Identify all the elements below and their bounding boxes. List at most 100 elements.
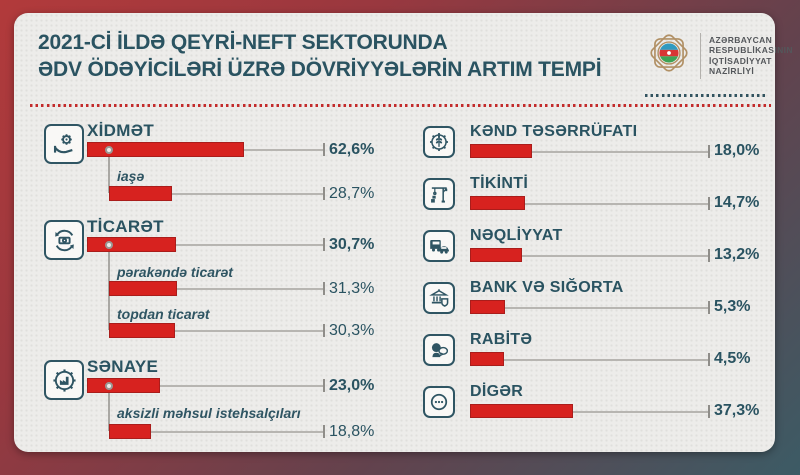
category-bar bbox=[87, 142, 244, 157]
category-value: 30,7% bbox=[329, 236, 375, 253]
transport-vehicles-icon bbox=[430, 240, 449, 254]
category-label: DİGƏR bbox=[470, 383, 524, 400]
infographic-card: 2021-Cİ İLDƏ QEYRİ-NEFT SEKTORUNDA ƏDV Ö… bbox=[14, 13, 793, 452]
category-label: NƏQLİYYAT bbox=[470, 227, 563, 244]
bar-track bbox=[470, 410, 708, 413]
value-tick bbox=[323, 425, 325, 438]
category-icon-box bbox=[423, 334, 455, 366]
bar-track bbox=[470, 150, 708, 153]
agriculture-gear-icon bbox=[429, 132, 449, 152]
category-value: 13,2% bbox=[714, 246, 760, 263]
logo-divider bbox=[700, 32, 701, 79]
connector-dot bbox=[105, 381, 113, 390]
service-hand-gear-icon bbox=[53, 133, 73, 153]
bar-track bbox=[470, 306, 708, 309]
value-tick bbox=[323, 238, 325, 251]
subcategory-label: aksizli məhsul istehsalçıları bbox=[117, 405, 301, 421]
bar-track bbox=[109, 329, 323, 332]
subcategory-value: 28,7% bbox=[329, 185, 375, 202]
header-dotted-separator bbox=[30, 104, 771, 107]
connector-line bbox=[108, 149, 110, 193]
value-tick bbox=[323, 187, 325, 200]
value-tick bbox=[708, 144, 710, 158]
value-tick bbox=[323, 324, 325, 337]
category-label: BANK VƏ SIĞORTA bbox=[470, 279, 624, 296]
bar-track bbox=[109, 430, 323, 433]
chart-column-left: XİDMƏT 62,6% iaşə 28,7% TİCARƏT 30,7% pərakən… bbox=[44, 121, 404, 444]
bar-track bbox=[470, 254, 708, 257]
ministry-name-line: AZƏRBAYCAN bbox=[709, 34, 773, 45]
value-tick bbox=[708, 196, 710, 210]
category-label: XİDMƏT bbox=[87, 121, 155, 140]
subcategory-bar bbox=[109, 424, 151, 439]
value-tick bbox=[708, 352, 710, 366]
subcategory-bar bbox=[109, 186, 172, 201]
chart-column-right: KƏND TƏSƏRRÜFATI 18,0% TİKİNTİ 14,7% NƏQLİ… bbox=[423, 123, 783, 444]
category-bar bbox=[470, 144, 532, 158]
category-value: 14,7% bbox=[714, 194, 760, 211]
ministry-name-line: NAZİRLİYİ bbox=[709, 66, 755, 76]
ministry-name: AZƏRBAYCAN RESPUBLİKASININ İQTİSADİYYAT … bbox=[709, 35, 793, 77]
ministry-logo: AZƏRBAYCAN RESPUBLİKASININ İQTİSADİYYAT … bbox=[644, 28, 793, 83]
bar-track bbox=[470, 358, 708, 361]
category-icon-box bbox=[423, 386, 455, 418]
page-title: 2021-Cİ İLDƏ QEYRİ-NEFT SEKTORUNDA ƏDV Ö… bbox=[38, 29, 602, 83]
subcategory-label: pərakəndə ticarət bbox=[117, 264, 233, 280]
value-tick bbox=[323, 143, 325, 156]
category-value: 62,6% bbox=[329, 141, 375, 158]
category-value: 23,0% bbox=[329, 377, 375, 394]
category-icon-box bbox=[423, 282, 455, 314]
bar-track bbox=[109, 192, 323, 195]
category-icon-box bbox=[423, 230, 455, 262]
value-tick bbox=[708, 300, 710, 314]
category-value: 37,3% bbox=[714, 402, 760, 419]
industry-gear-icon bbox=[52, 368, 76, 392]
ministry-name-line: RESPUBLİKASININ bbox=[709, 45, 793, 55]
communication-chat-icon bbox=[431, 343, 449, 358]
connector-dot bbox=[105, 145, 113, 154]
ministry-dotted-line bbox=[645, 94, 765, 97]
title-line-2: ƏDV ÖDƏYİCİLƏRİ ÜZRƏ DÖVRİYYƏLƏRİN ARTIM… bbox=[38, 58, 602, 81]
trade-cycle-icon bbox=[54, 229, 74, 251]
bar-track bbox=[87, 243, 323, 246]
bar-track bbox=[87, 384, 323, 387]
category-bar bbox=[87, 378, 160, 393]
category-bar bbox=[470, 404, 573, 418]
category-icon-box bbox=[44, 124, 84, 164]
connector-dot bbox=[105, 240, 113, 249]
ministry-name-line: İQTİSADİYYAT bbox=[709, 55, 772, 66]
category-label: TİCARƏT bbox=[87, 217, 164, 236]
value-tick bbox=[708, 404, 710, 418]
category-value: 18,0% bbox=[714, 142, 760, 159]
subcategory-bar bbox=[109, 323, 175, 338]
value-tick bbox=[323, 379, 325, 392]
category-bar bbox=[470, 352, 504, 366]
subcategory-label: topdan ticarət bbox=[117, 306, 210, 322]
bank-shield-icon bbox=[429, 289, 449, 307]
value-tick bbox=[323, 282, 325, 295]
bar-track bbox=[109, 287, 323, 290]
category-icon-box bbox=[44, 220, 84, 260]
subcategory-value: 30,3% bbox=[329, 322, 375, 339]
ministry-emblem-icon bbox=[644, 28, 694, 83]
category-value: 5,3% bbox=[714, 298, 751, 315]
category-label: TİKİNTİ bbox=[470, 175, 529, 192]
subcategory-bar bbox=[109, 281, 177, 296]
category-value: 4,5% bbox=[714, 350, 751, 367]
category-bar bbox=[87, 237, 176, 252]
construction-crane-icon bbox=[431, 187, 448, 203]
category-icon-box bbox=[423, 126, 455, 158]
title-line-1: 2021-Cİ İLDƏ QEYRİ-NEFT SEKTORUNDA bbox=[38, 31, 448, 54]
connector-line bbox=[108, 385, 110, 431]
category-icon-box bbox=[423, 178, 455, 210]
category-bar bbox=[470, 196, 525, 210]
other-ellipsis-icon bbox=[430, 393, 448, 411]
category-icon-box bbox=[44, 360, 84, 400]
subcategory-value: 18,8% bbox=[329, 423, 375, 440]
category-label: SƏNAYE bbox=[87, 357, 159, 376]
category-bar bbox=[470, 248, 522, 262]
subcategory-label: iaşə bbox=[117, 168, 145, 184]
subcategory-value: 31,3% bbox=[329, 280, 375, 297]
category-label: KƏND TƏSƏRRÜFATI bbox=[470, 123, 638, 140]
category-label: RABİTƏ bbox=[470, 331, 533, 348]
